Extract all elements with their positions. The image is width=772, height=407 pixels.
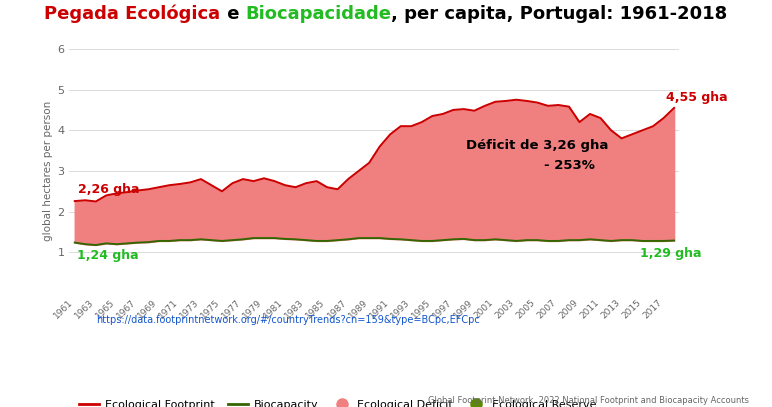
Text: e: e [221,5,245,23]
Text: Biocapacidade: Biocapacidade [245,5,391,23]
Text: - 253%: - 253% [543,159,594,172]
Text: 2,26 gha: 2,26 gha [78,183,140,196]
Text: , per capita, Portugal: 1961-2018: , per capita, Portugal: 1961-2018 [391,5,727,23]
Y-axis label: global hectares per person: global hectares per person [43,101,53,241]
Text: 4,55 gha: 4,55 gha [665,91,727,104]
Text: https://data.footprintnetwork.org/#/countryTrends?cn=159&type=BCpc,EFCpc: https://data.footprintnetwork.org/#/coun… [96,315,479,326]
Text: Pegada Ecológica: Pegada Ecológica [45,5,221,24]
Legend: Ecological Footprint, Biocapacity, Ecological Deficit, Ecological Reserve: Ecological Footprint, Biocapacity, Ecolo… [75,396,601,407]
Text: Global Footprint Network, 2022 National Footprint and Biocapacity Accounts: Global Footprint Network, 2022 National … [428,396,749,405]
Text: Déficit de 3,26 gha: Déficit de 3,26 gha [466,138,608,151]
Text: 1,24 gha: 1,24 gha [77,249,138,263]
Text: 1,29 gha: 1,29 gha [641,247,702,260]
